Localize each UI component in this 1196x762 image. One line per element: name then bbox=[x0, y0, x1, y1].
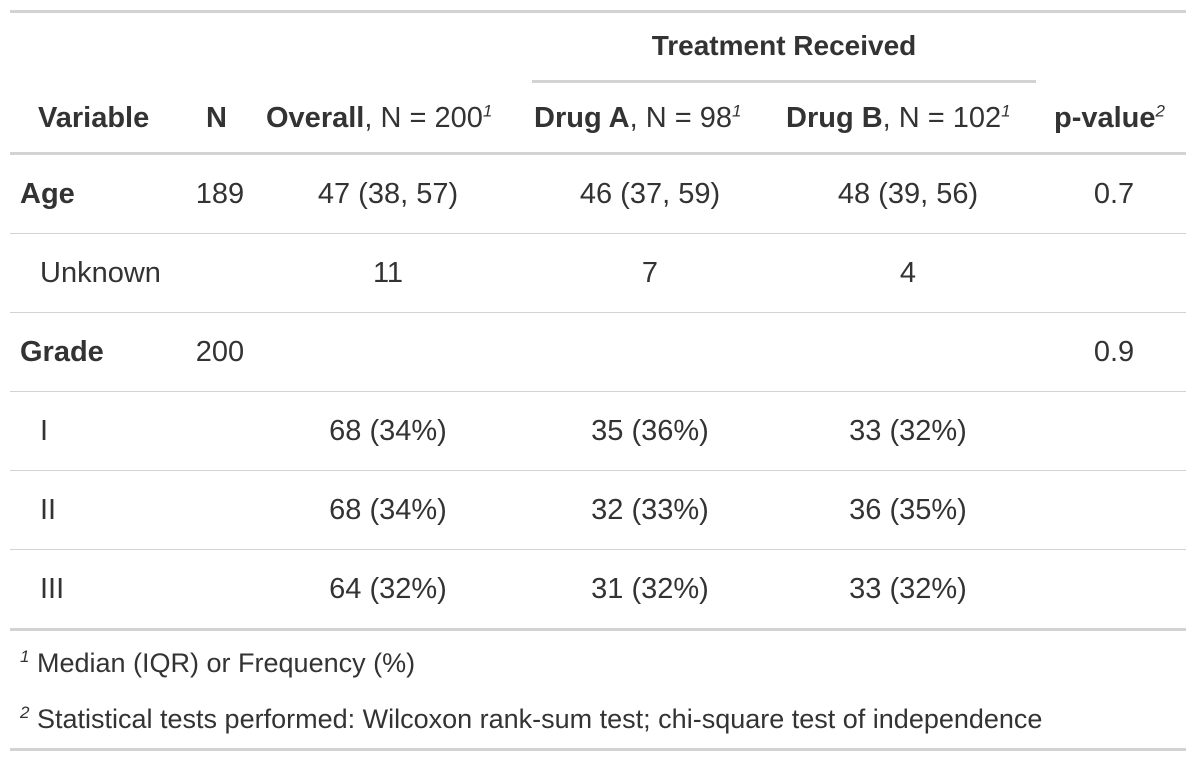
row-divider bbox=[10, 470, 1186, 471]
cell-n bbox=[180, 550, 260, 628]
cell-drug-a: 46 (37, 59) bbox=[579, 178, 721, 210]
header-bottom-rule bbox=[10, 152, 1186, 155]
header-pvalue: p-value2 bbox=[1054, 101, 1165, 134]
row-label: Unknown bbox=[40, 257, 161, 289]
table-row: Age 189 47 (38, 57) 46 (37, 59) 48 (39, … bbox=[10, 155, 1186, 234]
cell-n bbox=[180, 471, 260, 549]
table-row: II 68 (34%) 32 (33%) 36 (35%) bbox=[10, 471, 1186, 550]
cell-drug-b: 36 (35%) bbox=[849, 494, 967, 526]
footnote-2: 2 Statistical tests performed: Wilcoxon … bbox=[20, 703, 1043, 734]
cell-drug-a: 35 (36%) bbox=[591, 415, 709, 447]
table-body-end-rule bbox=[10, 628, 1186, 631]
header-drug-a: Drug A, N = 981 bbox=[534, 101, 742, 134]
cell-n: 189 bbox=[195, 178, 245, 210]
cell-pvalue bbox=[1050, 550, 1178, 628]
cell-pvalue: 0.7 bbox=[1093, 178, 1135, 210]
cell-drug-b: 4 bbox=[899, 257, 917, 289]
cell-n: 200 bbox=[195, 336, 245, 368]
row-label: Age bbox=[20, 178, 75, 210]
row-divider bbox=[10, 312, 1186, 313]
cell-drug-a: 7 bbox=[641, 257, 659, 289]
cell-drug-b bbox=[776, 313, 1040, 391]
cell-overall: 11 bbox=[372, 257, 404, 289]
cell-drug-b: 33 (32%) bbox=[849, 415, 967, 447]
spanner-header: Treatment Received bbox=[651, 30, 917, 61]
row-divider bbox=[10, 391, 1186, 392]
cell-overall: 68 (34%) bbox=[329, 494, 447, 526]
cell-overall: 47 (38, 57) bbox=[317, 178, 459, 210]
table-row: I 68 (34%) 35 (36%) 33 (32%) bbox=[10, 392, 1186, 471]
cell-overall bbox=[260, 313, 516, 391]
table-top-rule bbox=[10, 10, 1186, 13]
row-label: Grade bbox=[20, 336, 104, 368]
row-divider bbox=[10, 549, 1186, 550]
header-overall: Overall, N = 2001 bbox=[266, 101, 493, 134]
header-variable: Variable bbox=[38, 102, 150, 134]
spanner-underline bbox=[532, 80, 1036, 83]
cell-drug-a bbox=[532, 313, 768, 391]
header-n: N bbox=[206, 102, 227, 134]
footnote-1: 1 Median (IQR) or Frequency (%) bbox=[20, 647, 416, 678]
header-drug-b: Drug B, N = 1021 bbox=[786, 101, 1011, 134]
cell-drug-a: 31 (32%) bbox=[591, 573, 709, 605]
table-row: III 64 (32%) 31 (32%) 33 (32%) bbox=[10, 550, 1186, 629]
row-label: III bbox=[40, 573, 65, 605]
cell-pvalue bbox=[1050, 471, 1178, 549]
cell-drug-a: 32 (33%) bbox=[591, 494, 709, 526]
cell-pvalue bbox=[1050, 392, 1178, 470]
cell-pvalue bbox=[1050, 234, 1178, 312]
cell-n bbox=[180, 392, 260, 470]
cell-pvalue: 0.9 bbox=[1093, 336, 1135, 368]
row-divider bbox=[10, 233, 1186, 234]
cell-drug-b: 33 (32%) bbox=[849, 573, 967, 605]
table-bottom-rule bbox=[10, 748, 1186, 751]
row-label: II bbox=[40, 494, 57, 526]
cell-overall: 64 (32%) bbox=[329, 573, 447, 605]
cell-n bbox=[180, 234, 260, 312]
cell-drug-b: 48 (39, 56) bbox=[837, 178, 979, 210]
cell-overall: 68 (34%) bbox=[329, 415, 447, 447]
table-row: Unknown 11 7 4 bbox=[10, 234, 1186, 313]
table-row: Grade 200 0.9 bbox=[10, 313, 1186, 392]
row-label: I bbox=[40, 415, 49, 447]
